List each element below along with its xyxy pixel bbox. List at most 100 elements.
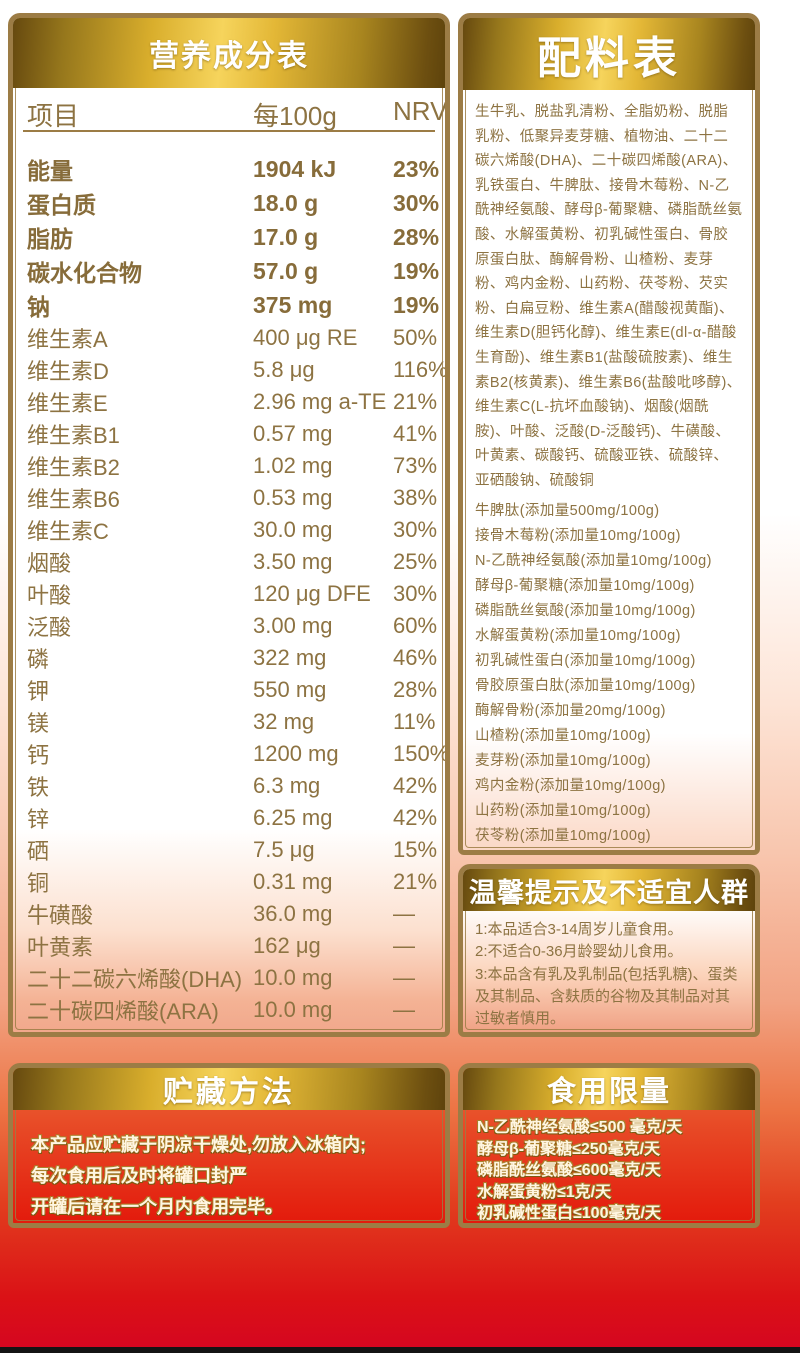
nutrient-name: 维生素B2 xyxy=(27,455,120,480)
table-row: 烟酸 3.50 mg 25% xyxy=(27,546,439,578)
nutrient-value: 20.0 mg xyxy=(253,1029,393,1032)
nutrient-value: 5.8 μg xyxy=(253,357,315,382)
table-row: 蛋白质 18.0 g 30% xyxy=(27,186,439,220)
table-row: 脂肪 17.0 g 28% xyxy=(27,220,439,254)
nutrient-value: 10.0 mg xyxy=(253,965,333,990)
bottom-black-bar xyxy=(0,1347,800,1353)
nutrient-name: 铜 xyxy=(27,871,50,896)
nutrient-value: 7.5 μg xyxy=(253,837,315,862)
nutrient-nrv: 41% xyxy=(393,421,438,446)
nutrient-name: 蛋白质 xyxy=(27,192,96,218)
limit-line: 磷脂酰丝氨酸≤600毫克/天 xyxy=(477,1162,661,1179)
nutrient-name: 二十碳四烯酸(ARA) xyxy=(27,999,219,1024)
table-row: 铁 6.3 mg 42% xyxy=(27,770,439,802)
nutrient-nrv: 28% xyxy=(393,677,438,702)
nutrient-nrv: 21% xyxy=(393,869,438,894)
table-row: 二十碳四烯酸(ARA) 10.0 mg — xyxy=(27,994,439,1026)
table-row: 钠 375 mg 19% xyxy=(27,288,439,322)
nutrient-value: 32 mg xyxy=(253,709,315,734)
storage-line: 本产品应贮藏于阴凉干燥处,勿放入冰箱内; xyxy=(31,1135,366,1155)
nutrient-value: 550 mg xyxy=(253,677,327,702)
table-row: 磷 322 mg 46% xyxy=(27,642,439,674)
limit-title-bar: 食用限量 xyxy=(463,1068,755,1110)
limit-line: 酵母β-葡聚糖≤250毫克/天 xyxy=(477,1140,661,1158)
table-row: 叶酸 120 μg DFE 30% xyxy=(27,578,439,610)
tip-line: 3:本品含有乳及乳制品(包括乳糖)、蛋类及其制品、含麸质的谷物及其制品对其过敏者… xyxy=(475,965,738,1028)
table-row: 维生素B6 0.53 mg 38% xyxy=(27,482,439,514)
column-per100g: 每100g xyxy=(253,101,337,131)
nutrient-value: 120 μg DFE xyxy=(253,581,371,606)
nutrient-value: 6.3 mg xyxy=(253,773,321,798)
table-row: 碳水化合物 57.0 g 19% xyxy=(27,254,439,288)
nutrient-name: 磷 xyxy=(27,647,50,672)
nutrient-name: 泛酸 xyxy=(27,615,72,640)
nutrient-nrv: 30% xyxy=(393,189,440,216)
list-item: 鸡内金粉(添加量10mg/100g) xyxy=(475,777,666,794)
table-row: 泛酸 3.00 mg 60% xyxy=(27,610,439,642)
nutrient-name: 锌 xyxy=(27,807,50,832)
nutrient-nrv: — xyxy=(393,965,415,990)
nutrient-value: 400 μg RE xyxy=(253,325,358,350)
table-row: 钙 1200 mg 150% xyxy=(27,738,445,770)
nutrient-value: 162 μg xyxy=(253,933,321,958)
nutrient-nrv: 116% xyxy=(393,357,448,382)
list-item: 骨胶原蛋白肽(添加量10mg/100g) xyxy=(475,677,696,694)
nutrient-value: 0.53 mg xyxy=(253,485,333,510)
table-row: 牛磺酸 36.0 mg — xyxy=(27,898,439,930)
nutrient-value: 1200 mg xyxy=(253,741,339,766)
nutrient-nrv: — xyxy=(393,901,415,926)
nutrient-name: 维生素C xyxy=(27,519,109,544)
additions-list: 牛脾肽(添加量500mg/100g) 接骨木莓粉(添加量10mg/100g) N-乙… xyxy=(475,499,743,851)
nutrient-name: 牛磺酸 xyxy=(27,903,94,928)
nutrient-value: 2.96 mg a-TE xyxy=(253,389,387,414)
nutrient-name: 二十二碳六烯酸(DHA) xyxy=(27,967,243,992)
nutrient-nrv: 19% xyxy=(393,291,440,318)
ingredients-title-bar: 配料表 xyxy=(463,18,755,90)
nutrient-name: 镁 xyxy=(27,711,50,736)
nutrient-name: 碳水化合物 xyxy=(27,260,142,286)
nutrient-value: 17.0 g xyxy=(253,223,319,250)
nutrient-name: 维生素D xyxy=(27,359,109,384)
list-item: 山药粉(添加量10mg/100g) xyxy=(475,802,652,819)
list-item: 山楂粉(添加量10mg/100g) xyxy=(475,727,652,744)
nutrient-value: 3.00 mg xyxy=(253,613,333,638)
nutrient-nrv: — xyxy=(393,997,415,1022)
nutrient-nrv: 42% xyxy=(393,773,438,798)
table-row: 乳铁蛋白 20.0 mg — xyxy=(27,1026,439,1032)
table-row: 维生素E 2.96 mg a-TE 21% xyxy=(27,386,439,418)
list-item: 酵母β-葡聚糖(添加量10mg/100g) xyxy=(475,577,695,594)
table-row: 锌 6.25 mg 42% xyxy=(27,802,439,834)
storage-title-bar: 贮藏方法 xyxy=(13,1068,445,1110)
nutrient-name: 维生素B1 xyxy=(27,423,120,448)
nutrient-name: 钙 xyxy=(27,743,50,768)
table-row: 硒 7.5 μg 15% xyxy=(27,834,439,866)
nutrient-nrv: 73% xyxy=(393,453,438,478)
header-divider xyxy=(23,130,435,132)
storage-line: 每次食用后及时将罐口封严 xyxy=(31,1166,247,1186)
tips-panel: 温馨提示及不适宜人群 1:本品适合3-14周岁儿童食用。 2:不适合0-36月龄婴… xyxy=(458,864,760,1037)
nutrient-nrv: 30% xyxy=(393,581,438,606)
list-item: 接骨木莓粉(添加量10mg/100g) xyxy=(475,527,681,544)
nutrient-name: 钠 xyxy=(27,294,50,320)
table-row: 能量 1904 kJ 23% xyxy=(27,152,439,186)
nutrition-title-bar: 营养成分表 xyxy=(13,18,445,88)
nutrient-nrv: 15% xyxy=(393,837,438,862)
storage-panel: 贮藏方法 本产品应贮藏于阴凉干燥处,勿放入冰箱内; 每次食用后及时将罐口封严 开罐后… xyxy=(8,1063,450,1228)
nutrient-value: 6.25 mg xyxy=(253,805,333,830)
table-row: 维生素D 5.8 μg 116% xyxy=(27,354,445,386)
list-item: 水解蛋黄粉(添加量10mg/100g) xyxy=(475,627,681,644)
nutrient-value: 10.0 mg xyxy=(253,997,333,1022)
nutrient-value: 0.31 mg xyxy=(253,869,333,894)
nutrient-name: 能量 xyxy=(27,158,73,184)
limit-body: N-乙酰神经氨酸≤500 毫克/天 酵母β-葡聚糖≤250毫克/天 磷脂酰丝氨酸≤6… xyxy=(477,1117,755,1223)
nutrition-panel: 营养成分表 项目 每100g NRV% 能量 1904 kJ 23% 蛋白质 1… xyxy=(8,13,450,1037)
limit-line: 水解蛋黄粉≤1克/天 xyxy=(477,1183,612,1201)
ingredients-panel: 配料表 生牛乳、脱盐乳清粉、全脂奶粉、脱脂乳粉、低聚异麦芽糖、植物油、二十二碳六… xyxy=(458,13,760,855)
table-row: 铜 0.31 mg 21% xyxy=(27,866,439,898)
nutrient-nrv: 23% xyxy=(393,155,440,182)
list-item: 初乳碱性蛋白(添加量10mg/100g) xyxy=(475,652,696,669)
nutrition-table-header: 项目 每100g NRV% xyxy=(13,88,445,131)
list-item: 芡实粉(添加量10mg/100g) xyxy=(475,849,743,851)
table-row: 维生素B2 1.02 mg 73% xyxy=(27,450,439,482)
nutrient-value: 30.0 mg xyxy=(253,517,333,542)
